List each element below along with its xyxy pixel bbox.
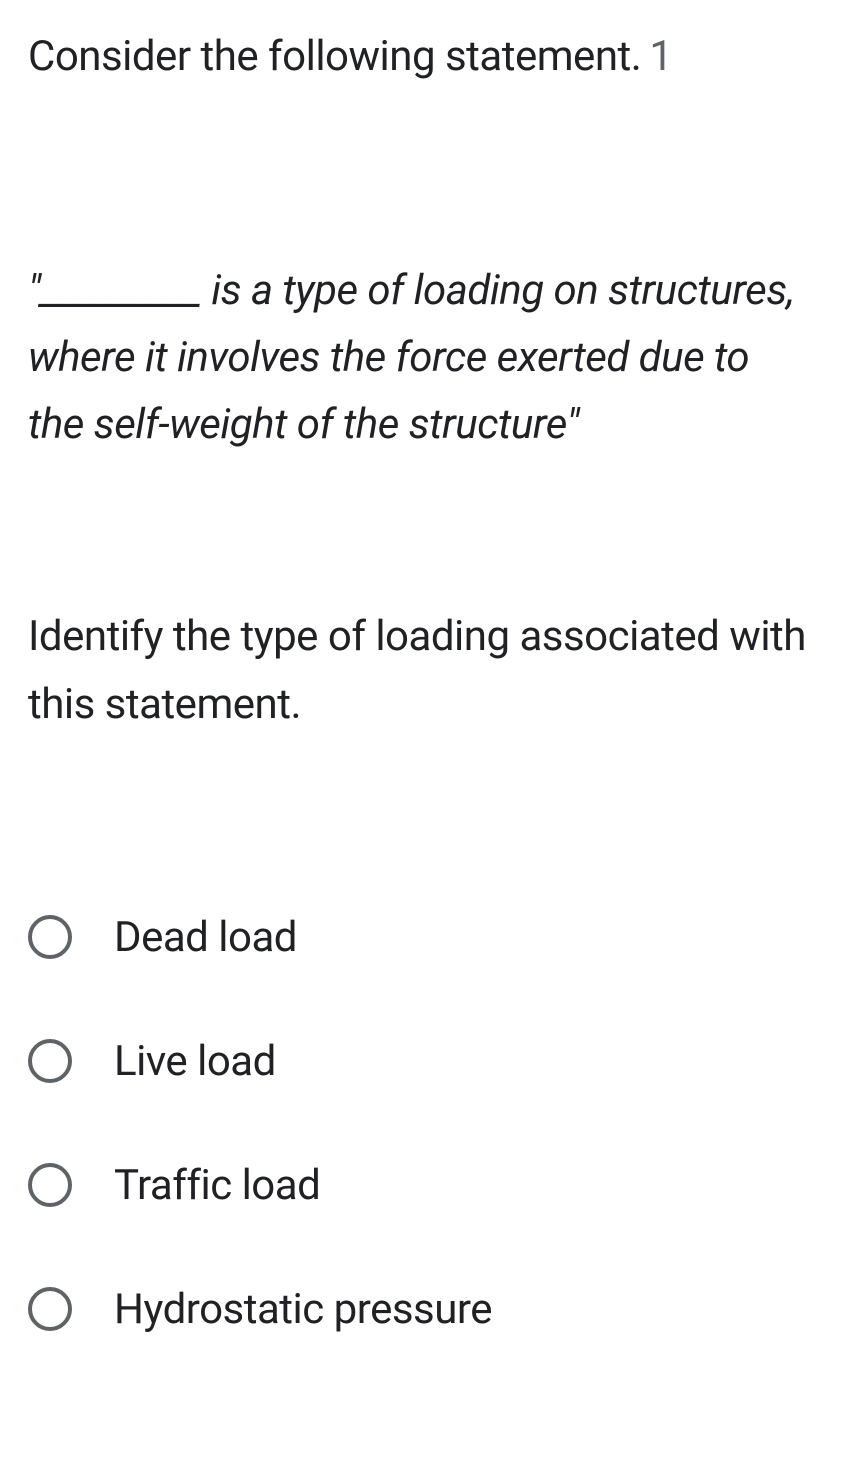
radio-option-dead-load[interactable]: Dead load [28, 913, 813, 962]
radio-option-live-load[interactable]: Live load [28, 1037, 813, 1086]
radio-option-hydrostatic-pressure[interactable]: Hydrostatic pressure [28, 1285, 813, 1334]
radio-circle-icon [28, 1163, 72, 1207]
radio-label: Dead load [114, 913, 297, 962]
question-container: Consider the following statement.1 "____… [28, 28, 813, 1334]
point-marker: 1 [649, 32, 673, 81]
radio-label: Hydrostatic pressure [114, 1285, 492, 1334]
radio-circle-icon [28, 915, 72, 959]
radio-option-traffic-load[interactable]: Traffic load [28, 1161, 813, 1210]
options-list: Dead load Live load Traffic load Hydrost… [28, 913, 813, 1334]
question-prompt-text: Identify the type of loading associated … [28, 603, 813, 737]
radio-circle-icon [28, 1287, 72, 1331]
radio-label: Live load [114, 1037, 276, 1086]
question-intro-line: Consider the following statement.1 [28, 28, 813, 87]
statement-text: "_________ is a type of loading on struc… [28, 257, 813, 459]
question-intro-text: Consider the following statement. [28, 32, 641, 81]
radio-circle-icon [28, 1039, 72, 1083]
radio-label: Traffic load [114, 1161, 320, 1210]
